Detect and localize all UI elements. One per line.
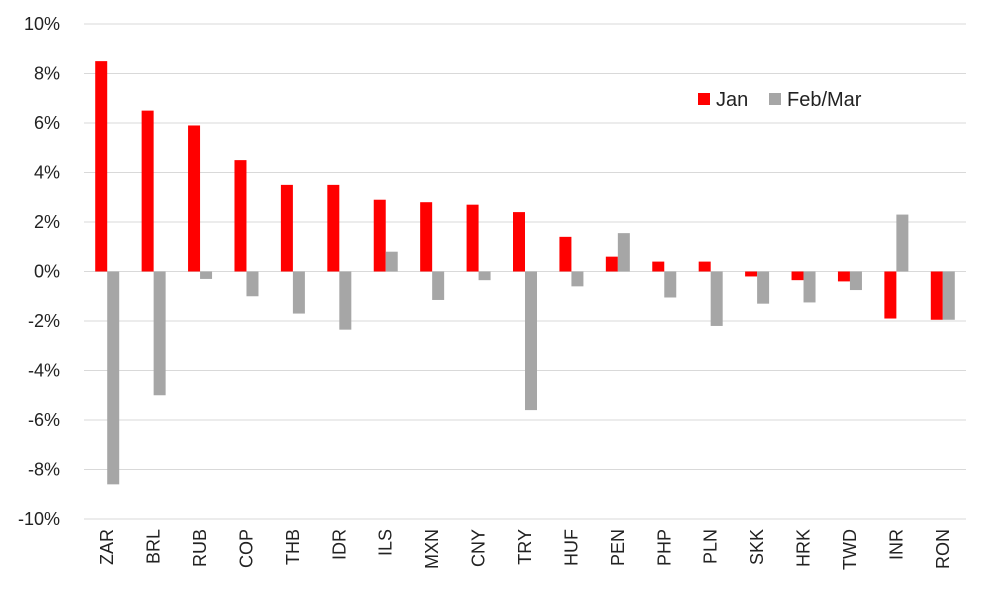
x-tick-label: PHP [654, 529, 674, 566]
bar [153, 271, 166, 396]
x-tick-label: THB [283, 529, 303, 565]
y-tick-label: -4% [28, 361, 60, 381]
bar [884, 271, 897, 319]
bar [234, 160, 247, 272]
x-tick-label: RON [933, 529, 953, 569]
x-tick-label: HRK [794, 529, 814, 567]
bar [327, 184, 340, 272]
x-tick-label: MXN [422, 529, 442, 569]
bar [652, 261, 665, 272]
bar [292, 271, 305, 314]
bar [930, 271, 943, 320]
bar [571, 271, 584, 287]
y-tick-label: 8% [34, 64, 60, 84]
x-tick-label: ILS [376, 529, 396, 556]
bar [745, 271, 758, 277]
y-tick-label: -10% [18, 509, 60, 529]
x-tick-label: CNY [469, 529, 489, 567]
x-tick-label: TRY [515, 529, 535, 565]
x-tick-label: PLN [701, 529, 721, 564]
x-tick-label: PEN [608, 529, 628, 566]
bar [710, 271, 723, 326]
bar [246, 271, 259, 297]
x-tick-label: BRL [144, 529, 164, 564]
legend-swatch [698, 93, 710, 105]
bar [617, 233, 630, 272]
y-tick-label: -2% [28, 311, 60, 331]
x-tick-label: SKK [747, 529, 767, 565]
x-tick-label: INR [886, 529, 906, 560]
y-tick-label: 10% [24, 14, 60, 34]
legend-label: Jan [716, 89, 748, 111]
bar [339, 271, 352, 330]
y-tick-label: -6% [28, 410, 60, 430]
bar [791, 271, 804, 281]
bar [849, 271, 862, 291]
bar [432, 271, 445, 300]
legend: Jan Feb/Mar [698, 89, 862, 111]
bar [141, 110, 154, 272]
bar [373, 199, 386, 272]
bar [698, 261, 711, 272]
x-tick-label: COP [236, 529, 256, 568]
bar [107, 271, 120, 485]
y-tick-label: 0% [34, 262, 60, 282]
x-tick-label: HUF [561, 529, 581, 566]
bar [513, 212, 525, 272]
bar [188, 125, 201, 272]
bar [200, 271, 213, 279]
bar [803, 271, 816, 303]
y-tick-label: 2% [34, 212, 60, 232]
x-tick-label: RUB [190, 529, 210, 567]
x-axis-ticks: ZAR BRL RUB COP THB IDR ILS MXN CNY TRY HUF PEN PHP P… [97, 529, 953, 570]
bar [605, 256, 618, 272]
bar [95, 61, 108, 272]
bar [466, 204, 479, 272]
y-axis-ticks: 10% 8% 6% 4% 2% 0% -2% -4% -6% -8% -10% [18, 14, 60, 529]
bar [896, 214, 909, 272]
y-tick-label: -8% [28, 460, 60, 480]
bar [942, 271, 955, 320]
bar [478, 271, 491, 281]
y-tick-label: 4% [34, 163, 60, 183]
bar [837, 271, 850, 282]
bar [420, 202, 433, 272]
legend-swatch [769, 93, 781, 105]
bar [559, 236, 572, 272]
x-tick-label: ZAR [97, 529, 117, 565]
bar [525, 271, 537, 411]
bars [95, 61, 955, 485]
bar [664, 271, 677, 298]
x-tick-label: IDR [329, 529, 349, 560]
bar [280, 184, 293, 272]
legend-label: Feb/Mar [787, 89, 862, 111]
bar [757, 271, 770, 304]
y-tick-label: 6% [34, 113, 60, 133]
bar [385, 251, 398, 272]
x-tick-label: TWD [840, 529, 860, 570]
